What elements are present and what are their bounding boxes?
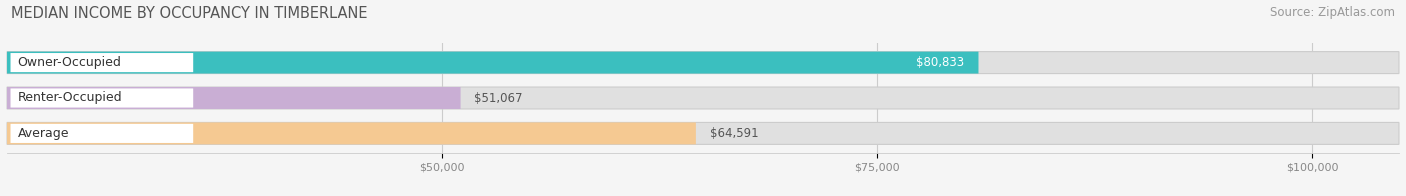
Text: Source: ZipAtlas.com: Source: ZipAtlas.com bbox=[1270, 6, 1395, 19]
FancyBboxPatch shape bbox=[7, 122, 696, 144]
FancyBboxPatch shape bbox=[7, 122, 1399, 144]
Text: Owner-Occupied: Owner-Occupied bbox=[17, 56, 121, 69]
FancyBboxPatch shape bbox=[10, 53, 193, 72]
FancyBboxPatch shape bbox=[7, 52, 1399, 74]
Text: Average: Average bbox=[17, 127, 69, 140]
FancyBboxPatch shape bbox=[7, 87, 461, 109]
Text: Renter-Occupied: Renter-Occupied bbox=[17, 92, 122, 104]
FancyBboxPatch shape bbox=[10, 124, 193, 143]
FancyBboxPatch shape bbox=[7, 87, 1399, 109]
Text: MEDIAN INCOME BY OCCUPANCY IN TIMBERLANE: MEDIAN INCOME BY OCCUPANCY IN TIMBERLANE bbox=[11, 6, 368, 21]
Text: $64,591: $64,591 bbox=[710, 127, 758, 140]
FancyBboxPatch shape bbox=[7, 52, 979, 74]
Text: $51,067: $51,067 bbox=[474, 92, 523, 104]
Text: $80,833: $80,833 bbox=[917, 56, 965, 69]
FancyBboxPatch shape bbox=[10, 88, 193, 108]
